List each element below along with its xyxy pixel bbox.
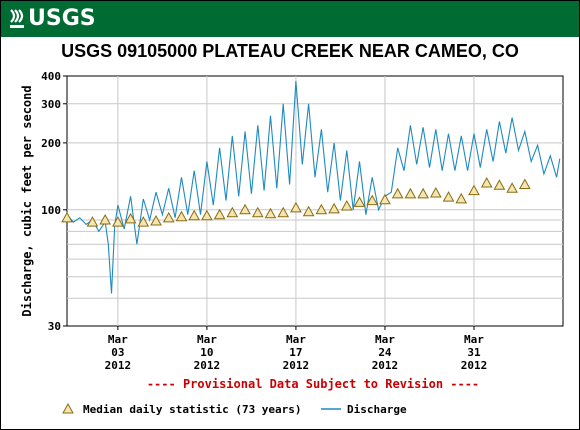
x-tick-label: 2012 (283, 359, 310, 372)
y-tick-label: 30 (48, 320, 61, 333)
x-tick-label: 31 (467, 346, 481, 359)
discharge-series (66, 80, 561, 294)
x-tick-label: Mar (108, 333, 128, 346)
median-point (455, 192, 468, 204)
x-tick-label: Mar (375, 333, 395, 346)
discharge-line (66, 80, 561, 294)
x-tick-label: Mar (197, 333, 217, 346)
median-point (188, 209, 201, 221)
median-point (404, 187, 417, 199)
median-point (150, 215, 162, 226)
median-point (201, 209, 213, 221)
y-tick-label: 200 (41, 137, 61, 150)
legend-triangle-icon (62, 402, 74, 414)
usgs-logo[interactable]: USGS (9, 5, 96, 33)
median-point (239, 203, 251, 215)
x-axis-ticks: Mar032012Mar102012Mar172012Mar242012Mar3… (105, 326, 488, 372)
legend: Median daily statistic (73 years) Dischar… (62, 402, 407, 416)
provisional-notice: ---- Provisional Data Subject to Revisio… (147, 377, 479, 391)
median-point (366, 194, 379, 206)
x-tick-label: 17 (289, 346, 302, 359)
x-tick-label: 03 (111, 346, 124, 359)
median-point (328, 202, 340, 214)
median-point (264, 207, 277, 219)
x-tick-label: 24 (378, 346, 392, 359)
median-point (417, 187, 429, 199)
median-point (112, 216, 124, 227)
median-point (290, 201, 302, 213)
median-point (175, 210, 188, 222)
median-point (226, 206, 239, 218)
usgs-logo-text: USGS (28, 6, 96, 31)
legend-label-discharge: Discharge (347, 403, 407, 416)
x-tick-label: Mar (464, 333, 484, 346)
legend-label-median: Median daily statistic (73 years) (83, 403, 302, 416)
chart-title: USGS 09105000 PLATEAU CREEK NEAR CAMEO, … (61, 41, 519, 61)
median-point (302, 205, 315, 217)
median-point (213, 208, 226, 220)
median-point (391, 187, 404, 199)
median-point (493, 179, 506, 190)
x-tick-label: 2012 (372, 359, 399, 372)
median-point (468, 184, 480, 196)
usgs-banner: USGS (1, 1, 579, 37)
y-tick-label: 300 (41, 98, 61, 111)
y-axis-label: Discharge, cubic feet per second (20, 85, 34, 316)
median-point (162, 211, 175, 223)
median-point (86, 216, 99, 227)
median-point (480, 176, 493, 188)
x-tick-label: 2012 (461, 359, 488, 372)
y-axis-ticks: 30 100 200 300 400 (41, 70, 67, 333)
median-point (315, 203, 328, 215)
median-point (61, 211, 73, 223)
median-point (518, 178, 531, 189)
median-series (61, 176, 531, 227)
y-tick-label: 400 (41, 70, 61, 83)
x-tick-label: Mar (286, 333, 306, 346)
median-point (340, 199, 353, 211)
median-point (506, 182, 518, 193)
x-tick-label: 10 (200, 346, 213, 359)
median-point (429, 186, 442, 198)
median-point (442, 191, 455, 202)
median-point (124, 212, 137, 224)
x-tick-label: 2012 (105, 359, 132, 372)
y-tick-label: 100 (41, 204, 61, 217)
plot-area (66, 75, 564, 327)
usgs-logo-icon (10, 9, 24, 28)
median-point (137, 216, 150, 227)
median-point (353, 196, 366, 207)
median-point (251, 206, 264, 218)
median-point (379, 193, 391, 205)
median-point (277, 206, 290, 218)
median-point (99, 213, 112, 225)
x-tick-label: 2012 (194, 359, 221, 372)
